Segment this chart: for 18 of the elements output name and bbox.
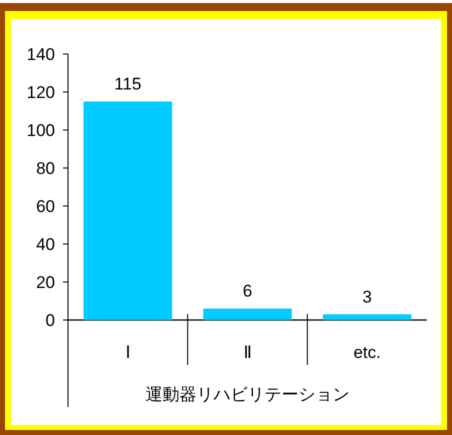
bar (203, 308, 292, 320)
y-tick-label: 80 (36, 159, 55, 178)
x-tick-label: Ⅰ (125, 343, 130, 362)
data-label: 3 (362, 287, 372, 306)
y-tick-label: 0 (46, 311, 55, 330)
x-tick-label: etc. (353, 343, 381, 362)
y-tick-label: 100 (26, 121, 55, 140)
y-tick-label: 40 (36, 235, 55, 254)
data-label: 6 (242, 282, 252, 301)
bar (84, 102, 172, 320)
y-tick-label: 120 (26, 83, 55, 102)
x-tick-label: Ⅱ (244, 343, 252, 362)
y-tick-label: 140 (26, 45, 55, 64)
y-tick-label: 20 (36, 273, 55, 292)
y-tick-label: 60 (36, 197, 55, 216)
data-label: 115 (114, 74, 142, 94)
bar (322, 314, 412, 320)
x-axis-title: 運動器リハビリテーション (146, 385, 350, 404)
